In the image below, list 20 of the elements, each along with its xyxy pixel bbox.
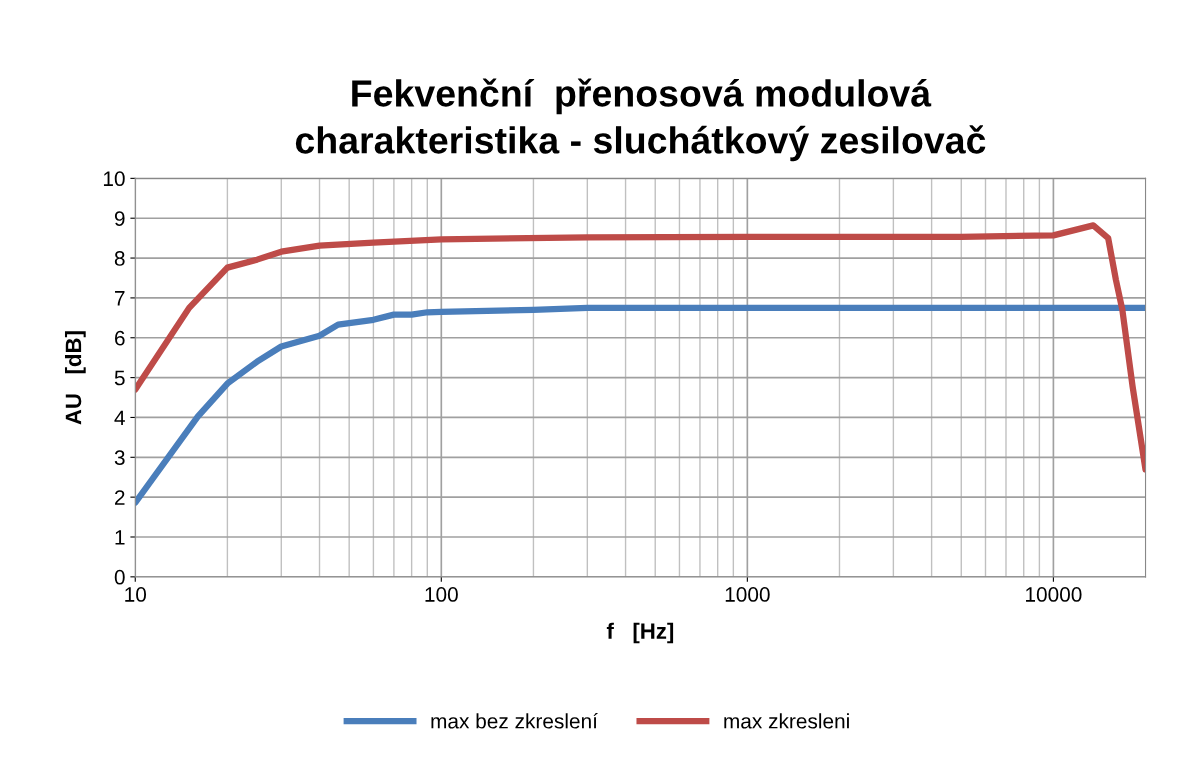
y-tick-label: 9 (114, 211, 125, 226)
legend-label: max bez zkreslení (431, 713, 598, 729)
y-tick-label: 0 (114, 569, 125, 585)
y-tick-label: 7 (115, 291, 125, 306)
y-tick-label: 4 (114, 410, 125, 425)
y-tick-label: 2 (115, 490, 125, 505)
y-tick-label: 5 (114, 370, 125, 386)
x-tick-label: 10 (125, 587, 147, 602)
chart-title: Fekvenční přenosová modulová charakteristika - sluchátkový zesilovač (295, 78, 986, 162)
y-tick-label: 3 (114, 450, 125, 466)
y-tick-label: 8 (114, 251, 125, 266)
legend-label: max zkresleni (724, 713, 849, 729)
y-tick-label: 1 (115, 530, 125, 545)
x-axis-title: f [Hz] (606, 622, 674, 644)
x-tick-label: 1000 (725, 587, 770, 602)
y-tick-label: 6 (115, 330, 125, 346)
y-axis-title: AU [dB] (64, 331, 86, 425)
y-tick-label: 10 (103, 171, 125, 187)
x-tick-label: 10000 (1026, 587, 1082, 602)
x-tick-label: 100 (425, 587, 458, 602)
